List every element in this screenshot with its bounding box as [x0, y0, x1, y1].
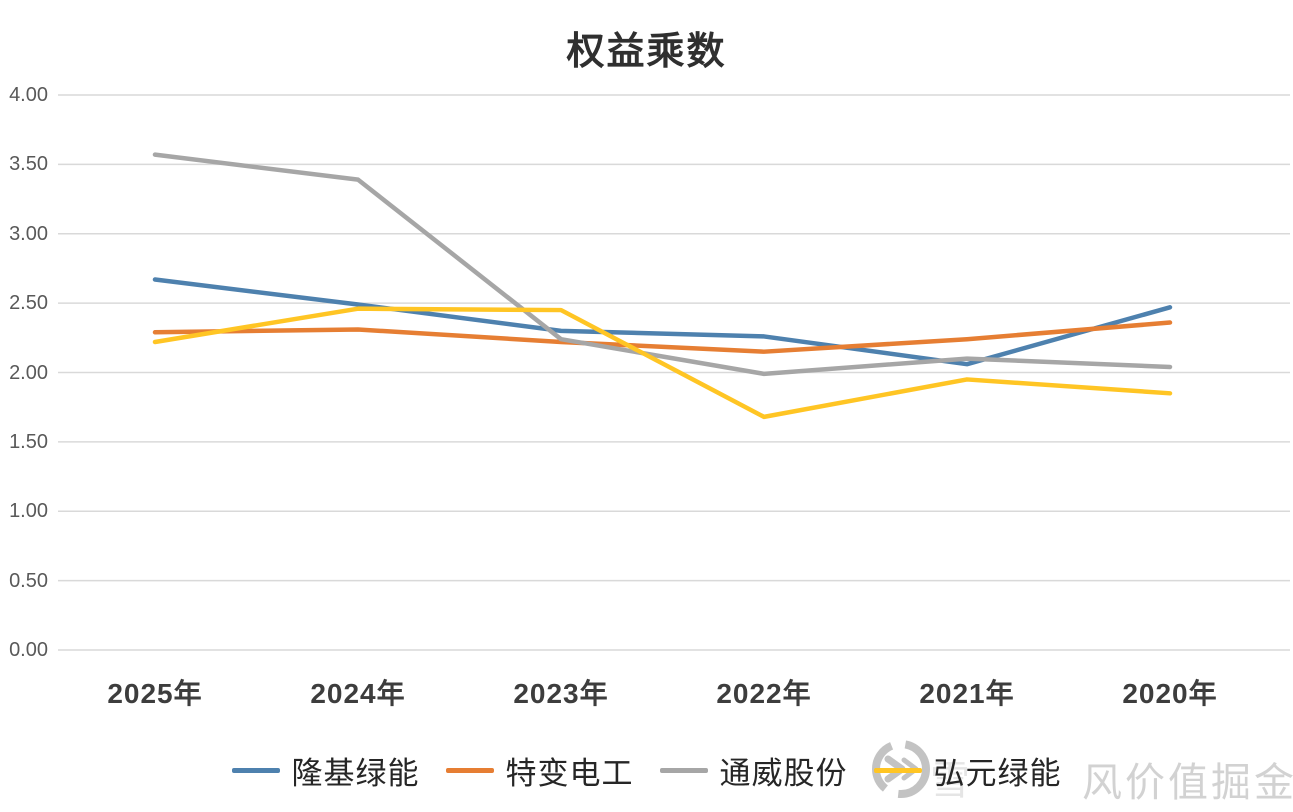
- legend-item-通威股份: 通威股份: [659, 748, 848, 793]
- y-tick-label: 0.00: [9, 639, 48, 661]
- legend-label: 隆基绿能: [291, 756, 420, 792]
- y-tick-label: 3.50: [9, 153, 48, 176]
- legend-line-marker: [445, 768, 494, 773]
- chart-legend: 隆基绿能 特变电工 通威股份 弘元绿能: [0, 748, 1293, 793]
- x-tick-label: 2025年: [107, 678, 203, 709]
- legend-label: 通威股份: [719, 756, 848, 792]
- x-tick-label: 2021年: [919, 678, 1015, 709]
- watermark-text: 风价值掘金: [1082, 760, 1293, 806]
- y-tick-label: 2.50: [9, 292, 48, 315]
- y-tick-label: 1.50: [9, 430, 48, 453]
- legend-line-marker: [659, 768, 708, 773]
- legend-label: 特变电工: [505, 756, 634, 792]
- chart-title: 权益乘数: [566, 28, 727, 73]
- legend-label: 弘元绿能: [933, 756, 1062, 792]
- series-line-隆基绿能: [152, 277, 1173, 367]
- y-tick-label: 3.00: [9, 222, 48, 245]
- y-tick-label: 4.00: [9, 84, 48, 106]
- series-line-特变电工: [152, 320, 1173, 354]
- y-tick-label: 0.50: [9, 569, 48, 592]
- y-tick-label: 1.00: [9, 500, 48, 523]
- watermark-text-partial: 雪: [930, 758, 973, 804]
- y-tick-label: 2.00: [9, 361, 48, 384]
- series-line-通威股份: [152, 152, 1173, 377]
- legend-item-特变电工: 特变电工: [445, 748, 634, 793]
- x-tick-label: 2022年: [716, 678, 812, 709]
- legend-line-marker: [231, 768, 280, 773]
- legend-item-弘元绿能: 弘元绿能: [873, 748, 1062, 793]
- legend-line-marker: [873, 768, 922, 773]
- x-tick-label: 2023年: [513, 678, 609, 709]
- series-line-弘元绿能: [152, 306, 1173, 420]
- x-tick-label: 2020年: [1122, 678, 1218, 709]
- legend-item-隆基绿能: 隆基绿能: [231, 748, 420, 793]
- x-tick-label: 2024年: [310, 678, 406, 709]
